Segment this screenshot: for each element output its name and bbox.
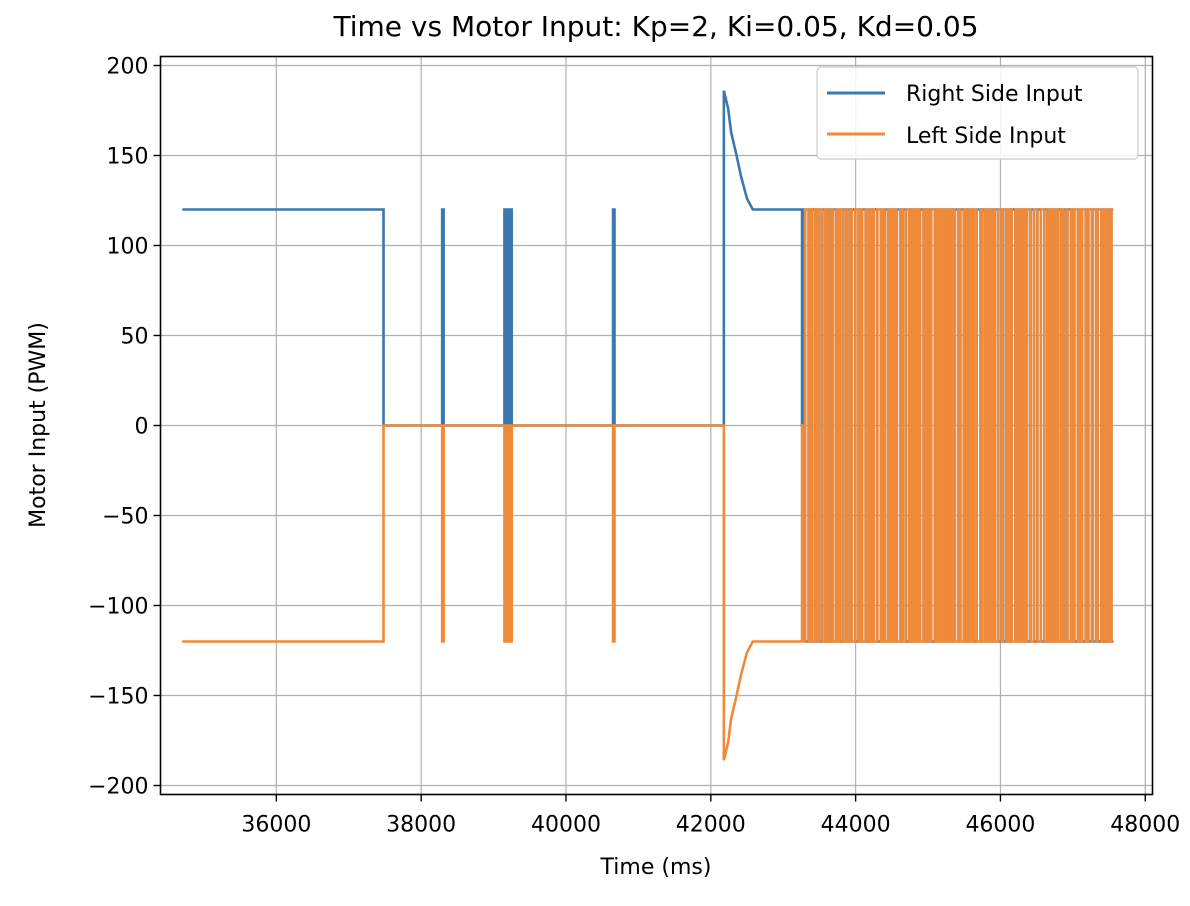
x-tick-label: 44000 bbox=[821, 813, 891, 838]
x-tick-label: 36000 bbox=[241, 813, 311, 838]
legend-label-right-side: Right Side Input bbox=[906, 82, 1083, 107]
y-tick-label: 100 bbox=[107, 235, 149, 260]
plot-area bbox=[182, 90, 1114, 761]
x-axis-label: Time (ms) bbox=[600, 855, 712, 880]
x-tick-label: 46000 bbox=[965, 813, 1035, 838]
chart-title: Time vs Motor Input: Kp=2, Ki=0.05, Kd=0… bbox=[332, 10, 978, 43]
y-axis: 200 150 100 50 0 −50 −100 −150 −200 bbox=[88, 55, 161, 800]
x-axis: 36000 38000 40000 42000 44000 46000 48000 bbox=[241, 794, 1180, 838]
y-tick-label: 0 bbox=[135, 415, 149, 440]
legend: Right Side Input Left Side Input bbox=[816, 66, 1139, 160]
x-tick-label: 42000 bbox=[676, 813, 746, 838]
y-tick-label: 150 bbox=[107, 145, 149, 170]
y-tick-label: −50 bbox=[102, 505, 148, 530]
legend-label-left-side: Left Side Input bbox=[906, 124, 1066, 149]
y-axis-label: Motor Input (PWM) bbox=[26, 322, 51, 528]
y-tick-label: −200 bbox=[88, 775, 148, 800]
y-tick-label: −150 bbox=[88, 685, 148, 710]
legend-box bbox=[816, 66, 1139, 160]
x-tick-label: 48000 bbox=[1110, 813, 1180, 838]
left-side-input-line bbox=[182, 208, 1114, 761]
x-tick-label: 38000 bbox=[386, 813, 456, 838]
y-tick-label: 50 bbox=[121, 325, 149, 350]
y-tick-label: 200 bbox=[107, 55, 149, 80]
y-tick-label: −100 bbox=[88, 595, 148, 620]
x-tick-label: 40000 bbox=[531, 813, 601, 838]
